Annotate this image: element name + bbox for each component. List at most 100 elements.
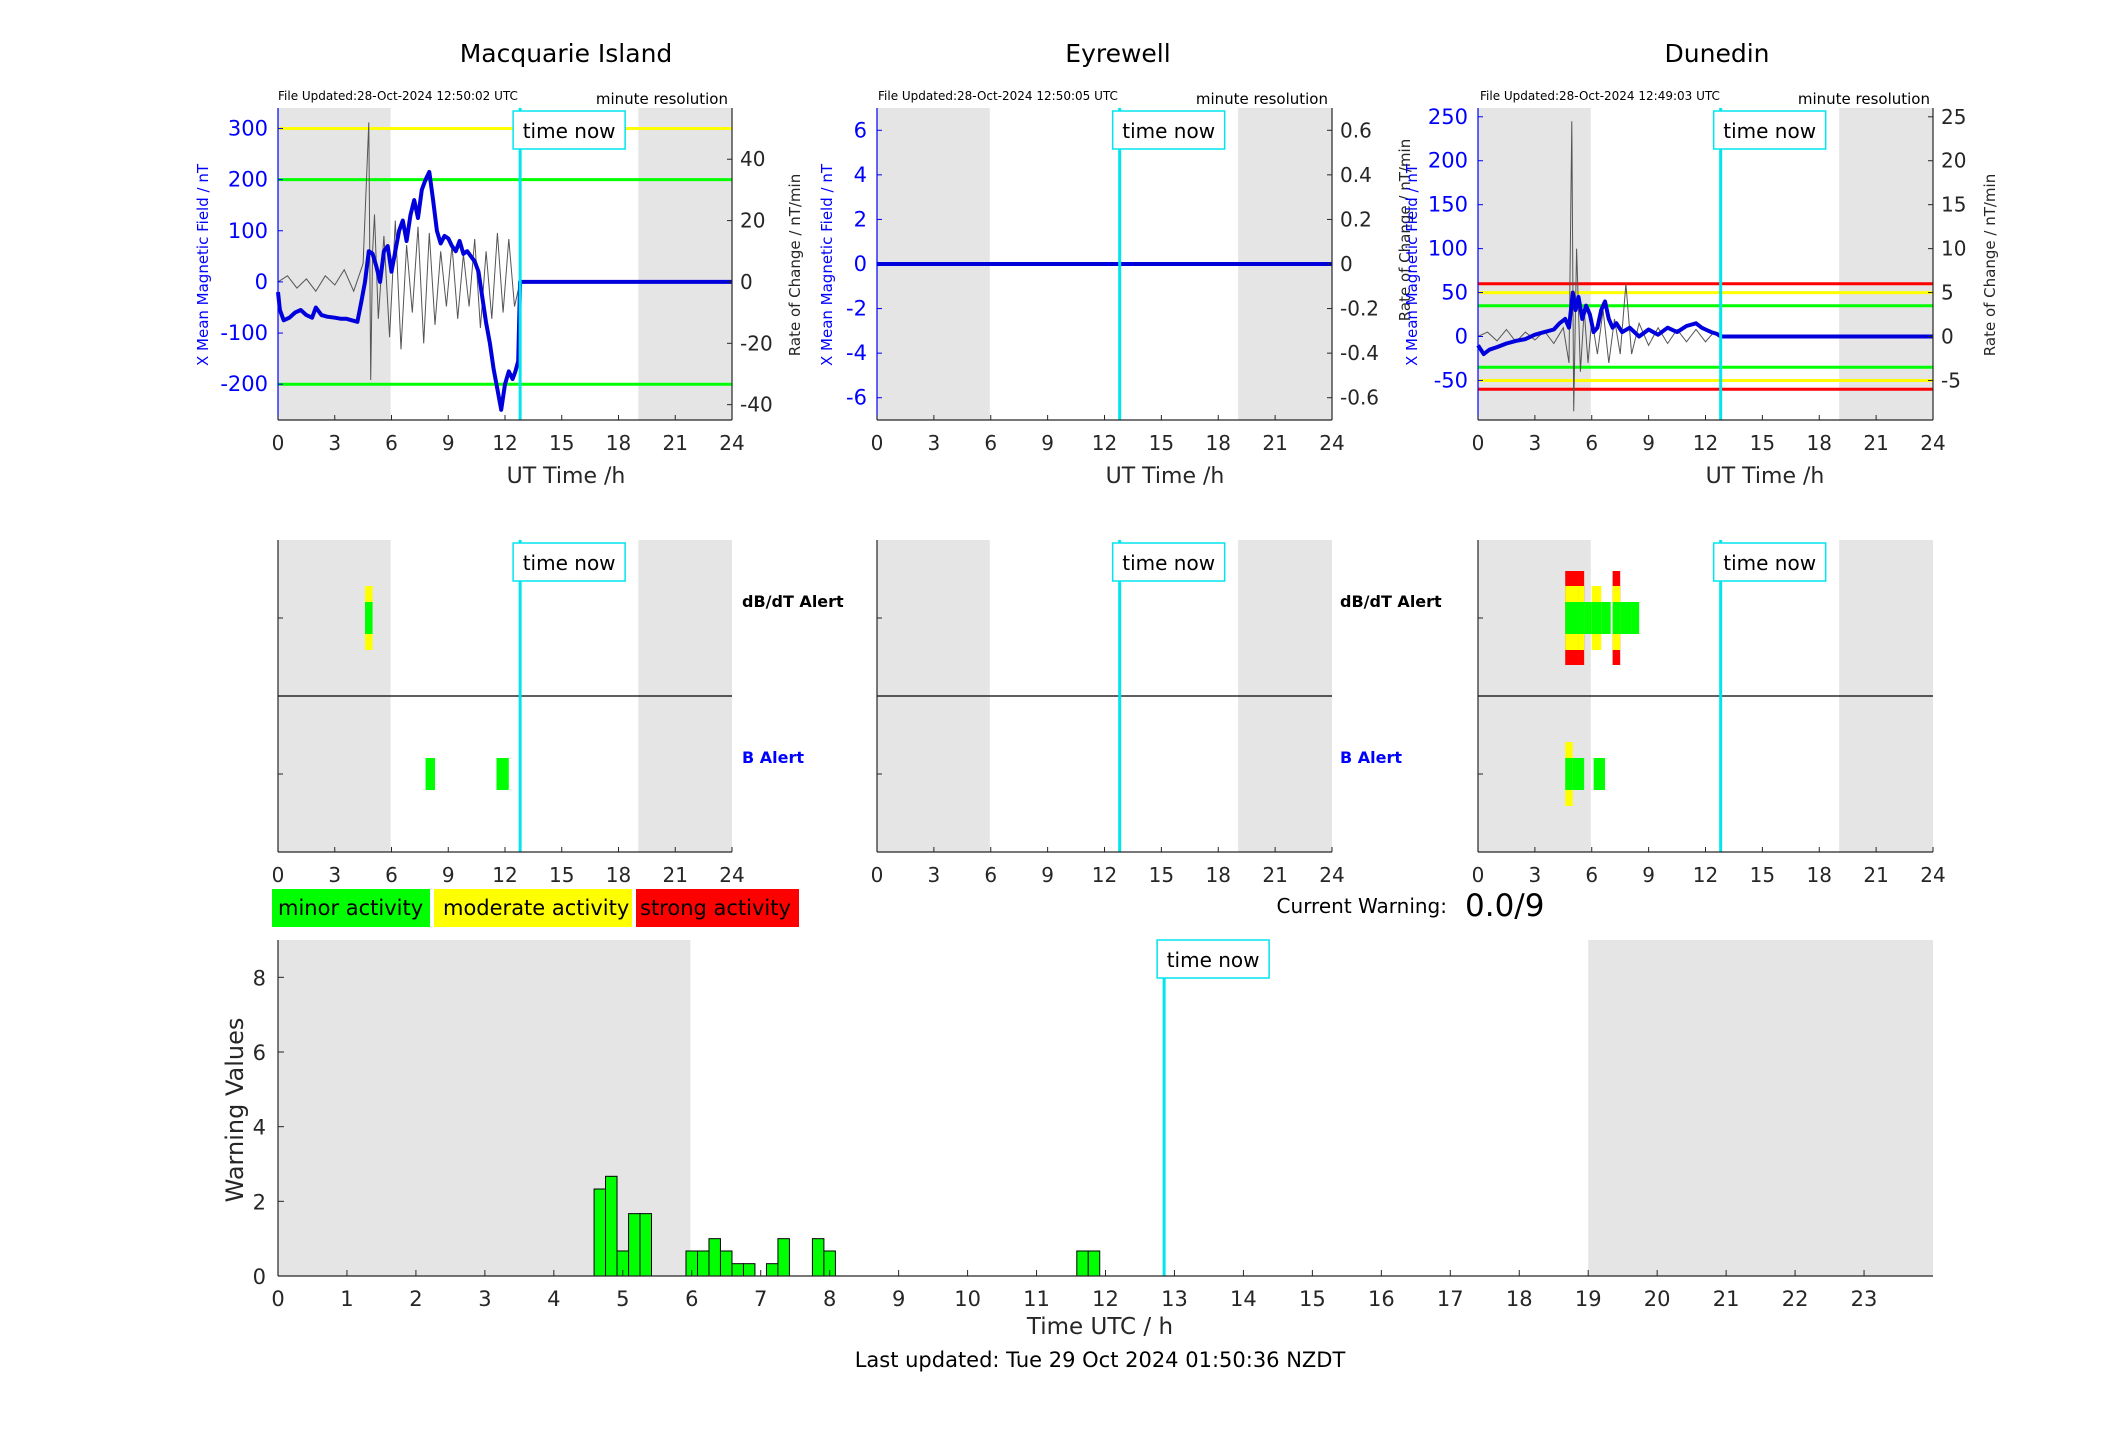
right-ylabel-eyrewell: Rate of Change / nT/min <box>1396 139 1414 321</box>
warning-bar <box>628 1213 641 1277</box>
x-tick-label: 18 <box>1807 863 1832 887</box>
y-tick-label: 6 <box>253 1041 266 1065</box>
y-tick-label: -2 <box>846 297 867 321</box>
time-now-label: time now <box>523 551 616 575</box>
alert-plot-dunedin: time now 0 3 6 9 12 15 18 21 24 <box>1472 540 1946 887</box>
x-tick-label: 18 <box>1506 1287 1533 1311</box>
legend-swatch-moderate <box>432 887 634 929</box>
y-tick-label: 200 <box>1428 149 1468 173</box>
time-now-box <box>1712 110 1827 150</box>
x-tick-label: 19 <box>1575 1287 1602 1311</box>
y-tick-label: 0 <box>1455 325 1468 349</box>
station-title-dunedin: Dunedin <box>1665 39 1770 68</box>
time-now-label: time now <box>1723 551 1816 575</box>
warning-xlabel: Time UTC / h <box>1026 1314 1173 1340</box>
b-alert-minor-block <box>1593 758 1606 790</box>
x-tick-label: 11 <box>1023 1287 1050 1311</box>
y-tick-label: 100 <box>228 219 268 243</box>
x-tick-label: 18 <box>606 431 631 455</box>
warning-ylabel: Warning Values <box>221 1018 249 1203</box>
left-ylabel-macquarie: X Mean Magnetic Field / nT <box>194 163 212 366</box>
dbdt-alert-minor-block <box>1565 602 1579 634</box>
right-ylabel-macquarie: Rate of Change / nT/min <box>786 174 804 356</box>
current-warning-value: 0.0/9 <box>1465 888 1544 924</box>
x-tick-label: 0 <box>272 431 285 455</box>
xlabel-macquarie: UT Time /h <box>507 464 626 489</box>
y2-tick-label: 0 <box>740 270 753 294</box>
y2-tick-label: -40 <box>740 393 773 417</box>
x-tick-label: 9 <box>442 863 455 887</box>
x-tick-label: 17 <box>1437 1287 1464 1311</box>
x-tick-label: 6 <box>984 431 997 455</box>
x-tick-label: 24 <box>719 863 744 887</box>
b-alert-label-eyrewell: B Alert <box>1340 748 1402 767</box>
y-tick-label: 200 <box>228 168 268 192</box>
x-tick-label: 3 <box>928 863 941 887</box>
x-tick-label: 14 <box>1230 1287 1257 1311</box>
x-tick-label: 20 <box>1644 1287 1671 1311</box>
resolution-dunedin: minute resolution <box>1798 90 1930 108</box>
dbdt-alert-minor-block <box>365 602 373 634</box>
y-tick-label: 2 <box>253 1190 266 1214</box>
file-updated-eyrewell: File Updated:28-Oct-2024 12:50:05 UTC <box>878 89 1118 103</box>
left-ylabel-eyrewell: X Mean Magnetic Field / nT <box>818 163 836 366</box>
x-tick-label: 21 <box>1262 863 1287 887</box>
y2-tick-label: 0 <box>1941 325 1954 349</box>
y-tick-label: 250 <box>1428 105 1468 129</box>
b-alert-minor-block <box>425 758 436 790</box>
y-tick-label: 0 <box>253 1265 266 1289</box>
legend-label-strong: strong activity <box>640 896 791 920</box>
x-tick-label: 3 <box>1529 431 1542 455</box>
y-tick-label: -200 <box>220 372 268 396</box>
dbdt-alert-minor-block <box>1601 602 1611 634</box>
warning-bar <box>719 1250 733 1277</box>
b-alert-minor-block <box>1565 758 1573 790</box>
warning-bar <box>777 1238 790 1277</box>
x-tick-label: 22 <box>1782 1287 1809 1311</box>
x-tick-label: 18 <box>606 863 631 887</box>
x-tick-label: 16 <box>1368 1287 1395 1311</box>
night-shading <box>278 108 391 420</box>
x-tick-label: 15 <box>1750 431 1775 455</box>
time-now-box <box>512 110 626 150</box>
x-tick-label: 15 <box>549 863 574 887</box>
y2-tick-label: 0.6 <box>1340 118 1372 142</box>
y-tick-label: 0 <box>854 252 867 276</box>
y-tick-label: -50 <box>1434 368 1468 392</box>
dbdt-alert-minor-block <box>1620 602 1632 634</box>
x-tick-label: 12 <box>1693 431 1718 455</box>
dbdt-alert-label-eyrewell: dB/dT Alert <box>1340 592 1442 611</box>
warning-bar <box>811 1238 825 1277</box>
y-tick-label: 100 <box>1428 237 1468 261</box>
x-tick-label: 12 <box>1693 863 1718 887</box>
file-updated-dunedin: File Updated:28-Oct-2024 12:49:03 UTC <box>1480 89 1720 103</box>
x-tick-label: 24 <box>1920 863 1945 887</box>
xlabel-eyrewell: UT Time /h <box>1106 464 1225 489</box>
x-tick-label: 9 <box>1642 431 1655 455</box>
last-updated: Last updated: Tue 29 Oct 2024 01:50:36 N… <box>855 1348 1346 1372</box>
x-tick-label: 21 <box>663 863 688 887</box>
time-now-label: time now <box>1122 551 1215 575</box>
x-tick-label: 12 <box>1092 1287 1119 1311</box>
dbdt-alert-minor-block <box>1591 602 1602 634</box>
x-tick-label: 3 <box>478 1287 491 1311</box>
file-updated-macquarie: File Updated:28-Oct-2024 12:50:02 UTC <box>278 89 518 103</box>
dbdt-alert-minor-block <box>1578 602 1585 634</box>
x-tick-label: 3 <box>328 431 341 455</box>
x-tick-label: 5 <box>616 1287 629 1311</box>
b-alert-label-macquarie: B Alert <box>742 748 804 767</box>
y2-tick-label: 10 <box>1941 237 1966 261</box>
x-tick-label: 6 <box>1585 431 1598 455</box>
time-now-label: time now <box>1122 119 1215 143</box>
y-tick-label: 50 <box>1441 281 1468 305</box>
x-tick-label: 6 <box>1585 863 1598 887</box>
x-tick-label: 6 <box>685 1287 698 1311</box>
x-tick-label: 9 <box>1642 863 1655 887</box>
time-now-label: time now <box>1167 948 1260 972</box>
activity-legend: minor activity moderate activity strong … <box>270 887 801 929</box>
night-shading <box>1588 940 1933 1276</box>
time-now-label: time now <box>523 119 616 143</box>
